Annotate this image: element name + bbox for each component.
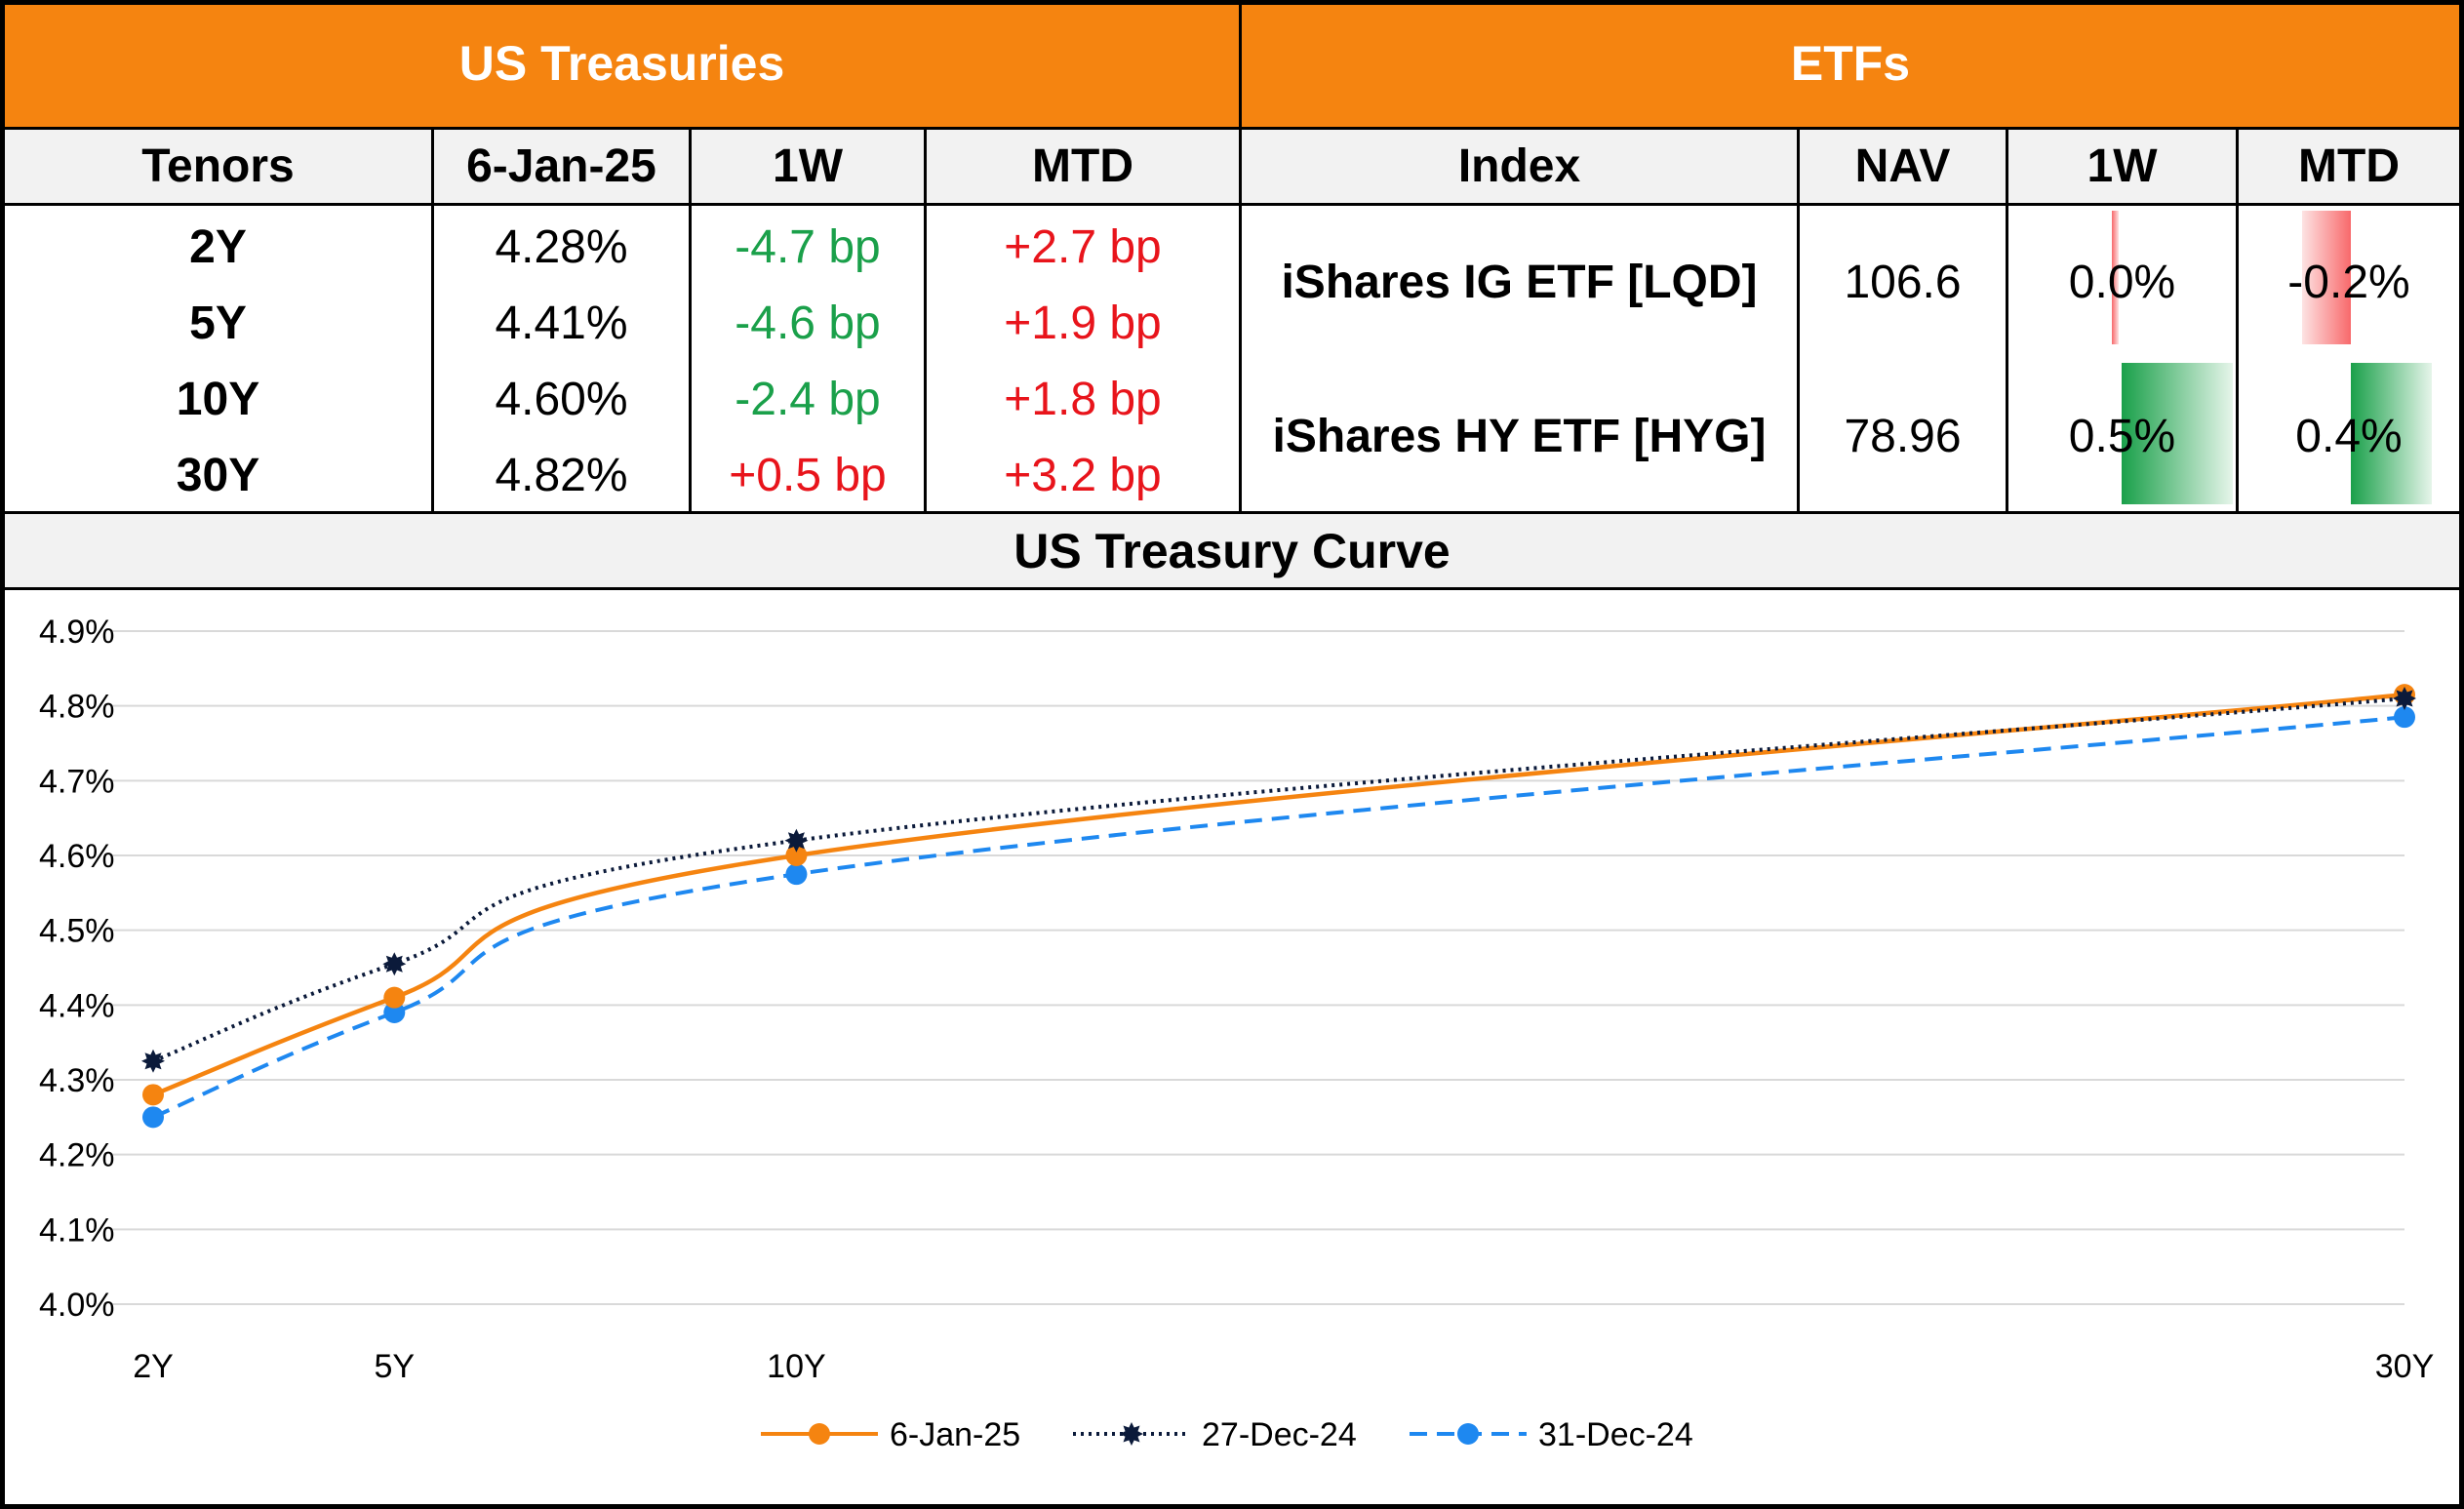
change-1w: -4.6 bp bbox=[735, 297, 881, 349]
data-point bbox=[382, 952, 407, 976]
chart-legend: 6-Jan-25 27-Dec-24 31-Dec-24 bbox=[761, 1416, 1693, 1453]
change-mtd: +3.2 bp bbox=[1004, 449, 1162, 501]
data-point bbox=[142, 1106, 164, 1129]
legend-label: 6-Jan-25 bbox=[890, 1416, 1020, 1453]
etf-name: iShares HY ETF [HYG] bbox=[1272, 410, 1767, 462]
yield-value: 4.82% bbox=[495, 449, 628, 501]
data-point bbox=[785, 845, 808, 866]
legend-label: 31-Dec-24 bbox=[1538, 1416, 1693, 1453]
chart-series bbox=[141, 684, 2416, 1129]
hyg-mtd-bar bbox=[2351, 363, 2432, 504]
legend-item: 6-Jan-25 bbox=[761, 1416, 1020, 1453]
change-mtd: +1.9 bp bbox=[1004, 297, 1162, 349]
change-1w: -2.4 bp bbox=[735, 373, 881, 425]
y-tick-label: 4.1% bbox=[39, 1211, 115, 1249]
x-tick-label: 10Y bbox=[767, 1348, 826, 1385]
col-header-etf-1w: 1W bbox=[2008, 130, 2236, 203]
tenor-label: 10Y bbox=[176, 373, 260, 425]
chart-title: US Treasury Curve bbox=[5, 514, 2459, 587]
etfs-header: ETFs bbox=[1242, 0, 2459, 127]
legend-marker bbox=[1457, 1423, 1479, 1445]
legend-item: 27-Dec-24 bbox=[1073, 1416, 1357, 1453]
us-treasuries-header: US Treasuries bbox=[5, 0, 1239, 127]
col-header-mtd: MTD bbox=[927, 130, 1239, 203]
yield-value: 4.28% bbox=[495, 220, 628, 273]
y-tick-label: 4.0% bbox=[39, 1287, 115, 1324]
y-tick-label: 4.9% bbox=[39, 614, 115, 651]
col-header-etf-mtd: MTD bbox=[2239, 130, 2459, 203]
series-line bbox=[152, 715, 2405, 1120]
data-point bbox=[383, 1002, 406, 1023]
y-tick-label: 4.7% bbox=[39, 763, 115, 800]
y-axis-ticks: 4.9% 4.8% 4.7% 4.6% 4.5% 4.4% 4.3% 4.2% 4.1% 4.0% bbox=[39, 614, 115, 1324]
data-point bbox=[785, 863, 808, 886]
col-header-1w: 1W bbox=[692, 130, 924, 203]
lqd-1w-bar bbox=[2112, 211, 2119, 344]
legend-marker bbox=[809, 1423, 830, 1445]
x-axis-ticks: 2Y 5Y 10Y 30Y bbox=[133, 1348, 2434, 1385]
series-27-Dec-24 bbox=[141, 687, 2416, 1073]
change-mtd: +1.8 bp bbox=[1004, 373, 1162, 425]
legend-item: 31-Dec-24 bbox=[1410, 1416, 1693, 1453]
col-header-tenors: Tenors bbox=[5, 130, 431, 203]
data-point bbox=[2394, 706, 2415, 729]
y-tick-label: 4.5% bbox=[39, 913, 115, 950]
legend-label: 27-Dec-24 bbox=[1202, 1416, 1357, 1453]
series-line bbox=[152, 696, 2405, 1063]
etf-nav: 78.96 bbox=[1844, 410, 1962, 462]
change-1w: +0.5 bp bbox=[729, 449, 887, 501]
etf-name: iShares IG ETF [LQD] bbox=[1281, 256, 1758, 308]
data-point bbox=[383, 986, 406, 1009]
data-point bbox=[141, 1049, 165, 1073]
y-tick-label: 4.3% bbox=[39, 1062, 115, 1099]
tenor-label: 30Y bbox=[176, 449, 260, 501]
yield-value: 4.60% bbox=[495, 373, 628, 425]
etf-data-bars bbox=[2112, 211, 2432, 504]
treasury-curve-chart: 4.9% 4.8% 4.7% 4.6% 4.5% 4.4% 4.3% 4.2% 4.1% 4.0%… bbox=[39, 614, 2434, 1453]
series-line bbox=[152, 692, 2405, 1097]
change-mtd: +2.7 bp bbox=[1004, 220, 1162, 273]
yield-value: 4.41% bbox=[495, 297, 628, 349]
col-header-nav: NAV bbox=[1800, 130, 2006, 203]
tenor-label: 5Y bbox=[189, 297, 247, 349]
data-point bbox=[784, 828, 809, 853]
y-tick-label: 4.2% bbox=[39, 1137, 115, 1174]
etf-1w: 0.5% bbox=[2068, 410, 2176, 462]
series-6-Jan-25 bbox=[142, 684, 2415, 1106]
x-tick-label: 5Y bbox=[374, 1348, 415, 1385]
tenor-label: 2Y bbox=[189, 220, 247, 273]
y-tick-label: 4.4% bbox=[39, 987, 115, 1024]
col-header-index: Index bbox=[1242, 130, 1797, 203]
etf-mtd: 0.4% bbox=[2295, 410, 2403, 462]
lqd-mtd-bar bbox=[2302, 211, 2351, 344]
y-tick-label: 4.6% bbox=[39, 838, 115, 875]
hyg-1w-bar bbox=[2122, 363, 2233, 504]
x-tick-label: 2Y bbox=[133, 1348, 174, 1385]
x-tick-label: 30Y bbox=[2375, 1348, 2435, 1385]
chart-gridlines bbox=[112, 630, 2404, 1305]
etf-1w: 0.0% bbox=[2068, 256, 2176, 308]
series-31-Dec-24 bbox=[142, 706, 2415, 1129]
change-1w: -4.7 bp bbox=[735, 220, 881, 273]
col-header-date: 6-Jan-25 bbox=[434, 130, 689, 203]
data-point bbox=[2393, 687, 2416, 710]
etf-nav: 106.6 bbox=[1844, 256, 1962, 308]
data-point bbox=[142, 1084, 164, 1106]
legend-marker bbox=[1120, 1422, 1143, 1446]
etf-mtd: -0.2% bbox=[2287, 256, 2410, 308]
y-tick-label: 4.8% bbox=[39, 689, 115, 726]
